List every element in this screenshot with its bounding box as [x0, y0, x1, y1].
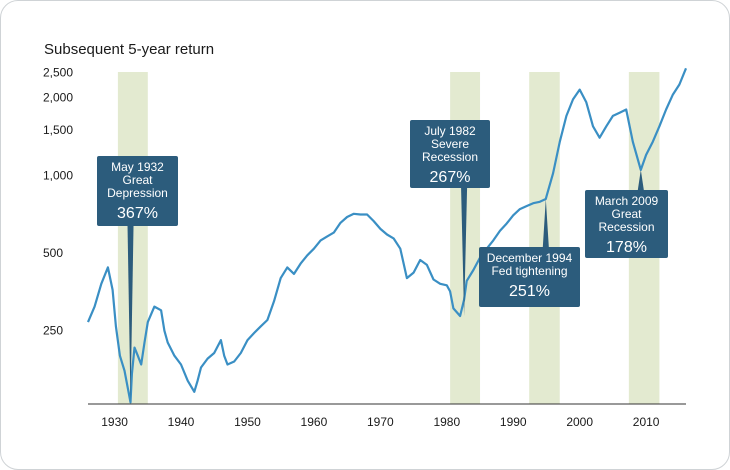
callout-label: Fed tightening: [491, 264, 567, 278]
x-tick-label: 2000: [566, 415, 593, 429]
callout-pointer: [127, 226, 134, 403]
chart-title: Subsequent 5-year return: [44, 41, 215, 58]
y-tick-label: 500: [43, 246, 63, 260]
callout-label: Recession: [598, 220, 654, 234]
x-tick-label: 1940: [168, 415, 195, 429]
y-tick-label: 2,000: [43, 91, 73, 105]
shaded-periods: [117, 72, 660, 404]
x-tick-label: 1930: [101, 415, 128, 429]
callout-label: Depression: [107, 186, 168, 200]
y-axis: 250 500 1,000 1,500 2,000 2,500: [43, 66, 73, 338]
callout-label: May 1932: [111, 160, 164, 174]
x-tick-label: 2010: [633, 415, 660, 429]
callout-label: Severe: [431, 137, 469, 151]
y-tick-label: 1,500: [43, 123, 73, 137]
x-tick-label: 1960: [301, 415, 328, 429]
callout-box: [585, 190, 668, 258]
x-axis: 1930 1940 1950 1960 1970 1980 1990 2000 2010: [88, 403, 686, 429]
callout-pointer: [637, 169, 644, 190]
y-tick-label: 1,000: [43, 168, 73, 182]
callout-label: Great: [611, 207, 642, 221]
x-tick-label: 1980: [433, 415, 460, 429]
callout-box: [97, 156, 178, 226]
callout-label: December 1994: [487, 251, 573, 265]
callout-percent: 367%: [117, 205, 158, 222]
x-tick-label: 1990: [500, 415, 527, 429]
callout-box: [479, 247, 580, 307]
callout-label: July 1982: [424, 124, 476, 138]
series-layer: [86, 67, 688, 404]
callout-percent: 178%: [606, 239, 647, 256]
callout-label: March 2009: [595, 194, 659, 208]
series-line: [86, 67, 688, 404]
callout-percent: 267%: [430, 169, 471, 186]
callout-percent: 251%: [509, 283, 550, 300]
callout-pointer: [542, 198, 549, 247]
y-tick-label: 250: [43, 324, 63, 338]
callout-label: Recession: [422, 150, 478, 164]
callout-box: [410, 120, 490, 188]
x-tick-label: 1970: [367, 415, 394, 429]
x-tick-label: 1950: [234, 415, 261, 429]
callout-label: Great: [122, 173, 153, 187]
callout-pointer: [461, 188, 468, 317]
y-tick-label: 2,500: [43, 66, 73, 80]
